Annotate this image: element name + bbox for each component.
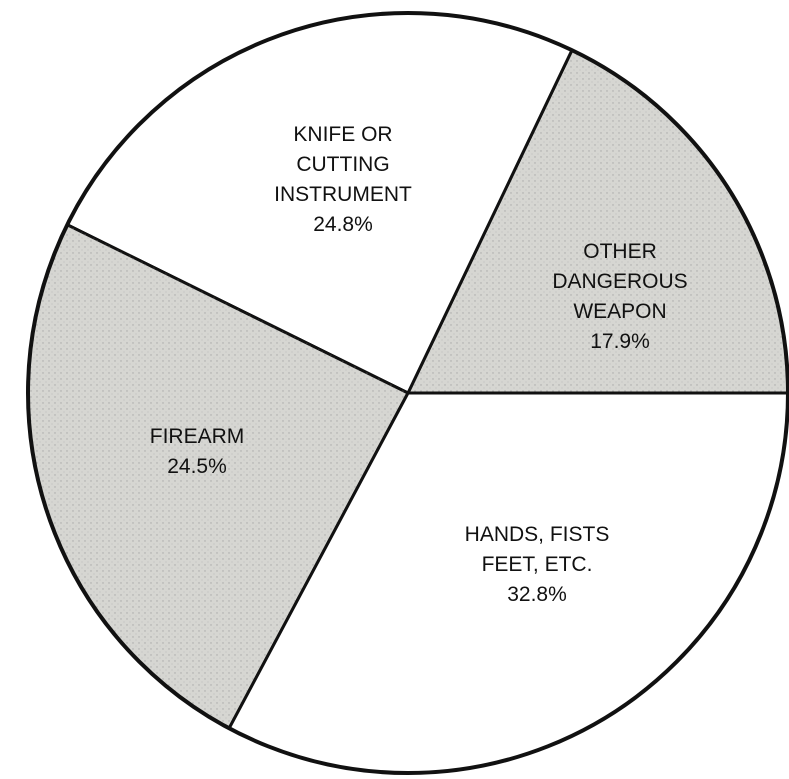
slice-label: HANDS, FISTS FEET, ETC. 32.8% — [465, 520, 610, 610]
value-label: 17.9% — [590, 330, 650, 353]
category-label: KNIFE OR CUTTING INSTRUMENT — [274, 123, 412, 206]
value-label: 24.8% — [313, 213, 373, 236]
value-label: 32.8% — [507, 583, 567, 606]
slice-label: KNIFE OR CUTTING INSTRUMENT 24.8% — [274, 120, 412, 240]
slice-texture — [27, 224, 409, 729]
value-label: 24.5% — [167, 455, 227, 478]
pie-outline — [26, 11, 789, 775]
slice-label: FIREARM 24.5% — [150, 422, 245, 482]
category-label: FIREARM — [149, 425, 245, 448]
slice-label: OTHER DANGEROUS WEAPON 17.9% — [536, 237, 705, 357]
category-label: HANDS, FISTS FEET, ETC. — [464, 523, 610, 576]
category-label: OTHER DANGEROUS WEAPON — [552, 240, 688, 323]
slice-texture — [408, 50, 788, 394]
